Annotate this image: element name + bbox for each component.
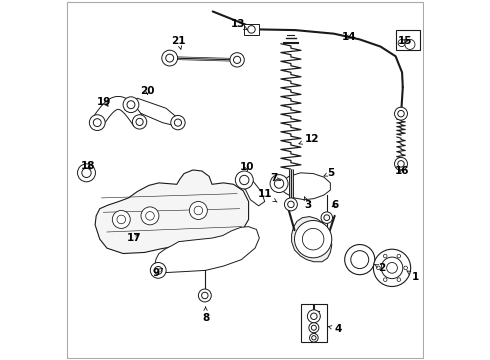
Text: 17: 17: [126, 233, 141, 243]
Circle shape: [405, 40, 415, 49]
Circle shape: [198, 289, 211, 302]
Bar: [244, 24, 259, 35]
Text: 7: 7: [270, 173, 280, 183]
Circle shape: [154, 266, 162, 274]
Circle shape: [166, 54, 173, 62]
Circle shape: [247, 26, 255, 33]
Text: 13: 13: [231, 19, 248, 30]
Text: 14: 14: [342, 32, 356, 41]
Circle shape: [117, 215, 125, 224]
Text: 12: 12: [299, 134, 319, 144]
Circle shape: [123, 97, 139, 113]
Circle shape: [112, 211, 130, 228]
Circle shape: [93, 119, 101, 127]
Circle shape: [285, 198, 297, 211]
Circle shape: [324, 215, 330, 221]
Circle shape: [82, 168, 91, 177]
Circle shape: [397, 278, 401, 282]
Text: 5: 5: [324, 168, 335, 178]
Circle shape: [294, 221, 332, 258]
Circle shape: [235, 171, 253, 189]
Circle shape: [394, 107, 408, 120]
Circle shape: [387, 262, 397, 273]
Circle shape: [377, 266, 380, 270]
Circle shape: [234, 56, 241, 63]
Circle shape: [270, 175, 288, 193]
Bar: [300, 305, 327, 342]
Circle shape: [383, 254, 387, 258]
Circle shape: [394, 157, 408, 170]
Circle shape: [398, 111, 404, 117]
Circle shape: [274, 179, 284, 188]
Circle shape: [201, 292, 208, 299]
Circle shape: [381, 257, 403, 279]
Circle shape: [312, 336, 316, 340]
Text: 4: 4: [328, 324, 342, 334]
Polygon shape: [279, 173, 330, 200]
Text: 21: 21: [172, 36, 186, 49]
Text: 1: 1: [407, 271, 419, 282]
Circle shape: [344, 244, 375, 275]
Circle shape: [397, 254, 401, 258]
Circle shape: [373, 249, 411, 287]
Polygon shape: [155, 226, 259, 273]
Circle shape: [127, 101, 135, 109]
Text: 3: 3: [304, 197, 311, 210]
Text: 18: 18: [81, 161, 95, 171]
Text: 15: 15: [397, 36, 412, 46]
Polygon shape: [92, 96, 145, 126]
Polygon shape: [292, 217, 332, 262]
Circle shape: [150, 262, 166, 278]
Circle shape: [230, 53, 245, 67]
Circle shape: [132, 115, 147, 129]
Circle shape: [190, 202, 207, 220]
Circle shape: [240, 175, 249, 185]
Circle shape: [162, 50, 177, 66]
Circle shape: [89, 115, 105, 131]
Circle shape: [307, 310, 320, 323]
Circle shape: [383, 278, 387, 282]
Text: 16: 16: [395, 166, 409, 176]
Text: 11: 11: [257, 189, 277, 202]
Circle shape: [311, 325, 317, 330]
Circle shape: [398, 161, 404, 167]
Circle shape: [77, 164, 96, 182]
Text: 10: 10: [240, 162, 254, 172]
Text: 20: 20: [140, 86, 155, 96]
Circle shape: [136, 118, 143, 126]
Text: 8: 8: [202, 307, 209, 323]
Circle shape: [174, 119, 181, 126]
Circle shape: [321, 212, 333, 224]
Polygon shape: [95, 170, 248, 253]
Circle shape: [311, 313, 317, 319]
Text: 2: 2: [375, 263, 385, 273]
Text: 6: 6: [331, 200, 338, 210]
Circle shape: [302, 228, 324, 250]
Circle shape: [404, 266, 408, 270]
Polygon shape: [237, 176, 265, 206]
Circle shape: [310, 333, 318, 342]
Circle shape: [398, 40, 405, 46]
Circle shape: [141, 207, 159, 225]
Bar: [395, 31, 420, 50]
Circle shape: [171, 116, 185, 130]
Polygon shape: [128, 98, 180, 126]
Circle shape: [194, 206, 203, 215]
Circle shape: [309, 323, 319, 333]
Circle shape: [146, 212, 154, 220]
Circle shape: [351, 251, 368, 269]
Circle shape: [288, 201, 294, 208]
Text: 19: 19: [97, 97, 112, 107]
Text: 9: 9: [152, 268, 163, 278]
